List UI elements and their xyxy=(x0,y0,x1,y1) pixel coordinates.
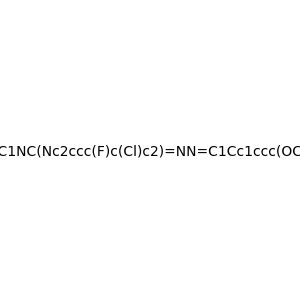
Text: O=C1NC(Nc2ccc(F)c(Cl)c2)=NN=C1Cc1ccc(OC)cc1: O=C1NC(Nc2ccc(F)c(Cl)c2)=NN=C1Cc1ccc(OC)… xyxy=(0,145,300,158)
